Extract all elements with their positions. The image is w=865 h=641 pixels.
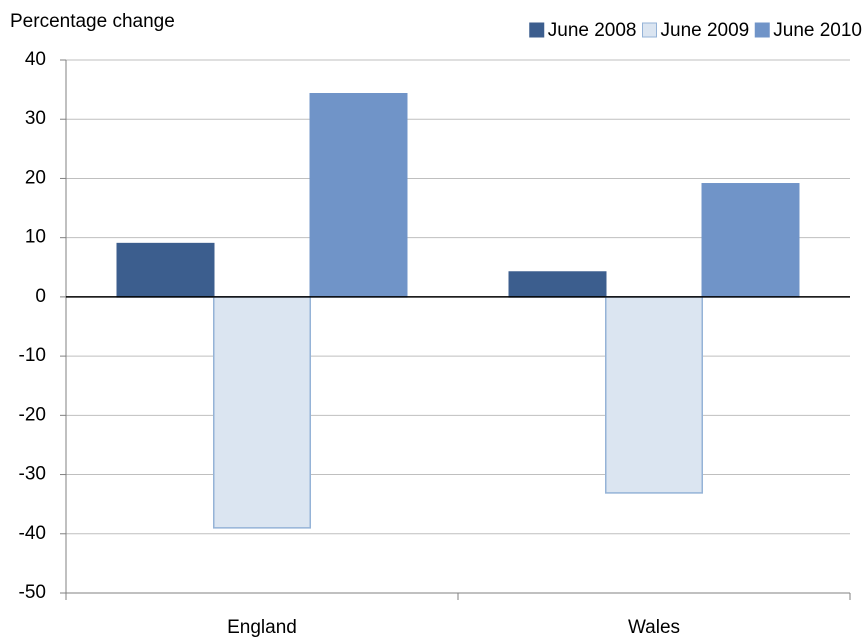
bar xyxy=(701,183,800,298)
y-tick-label: 30 xyxy=(25,108,46,129)
legend-swatch xyxy=(642,22,657,38)
y-tick-label: -50 xyxy=(19,582,46,603)
y-tick-label: 0 xyxy=(35,286,46,307)
legend-swatch xyxy=(529,22,545,38)
bar xyxy=(309,93,408,298)
legend-label: June 2010 xyxy=(773,20,862,41)
bar xyxy=(116,242,215,298)
legend-swatch xyxy=(754,22,770,38)
bar xyxy=(508,271,607,298)
y-tick-label: 20 xyxy=(25,167,46,188)
y-tick-label: -30 xyxy=(19,464,46,485)
x-tick-label: Wales xyxy=(628,617,680,638)
legend-label: June 2009 xyxy=(661,20,750,41)
bar xyxy=(213,296,311,529)
y-tick-label: 40 xyxy=(25,49,46,70)
y-tick-label: -20 xyxy=(19,404,46,425)
x-tick-label: England xyxy=(227,617,297,638)
bar xyxy=(605,296,703,494)
y-axis-label: Percentage change xyxy=(10,11,175,32)
y-tick-label: 10 xyxy=(25,227,46,248)
y-tick-label: -10 xyxy=(19,345,46,366)
legend-label: June 2008 xyxy=(548,20,637,41)
y-tick-label: -40 xyxy=(19,523,46,544)
